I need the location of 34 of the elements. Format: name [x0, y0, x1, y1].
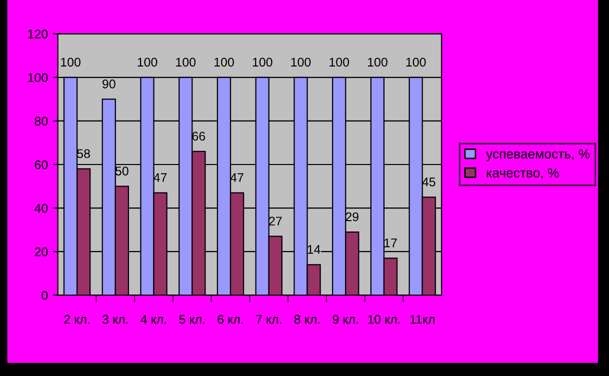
y-tick-label: 20 — [34, 247, 48, 256]
x-tick-label: 5 кл. — [179, 315, 204, 324]
y-tick-label: 0 — [42, 290, 48, 300]
data-label: 100 — [176, 58, 196, 67]
data-label: 100 — [291, 58, 311, 67]
x-tick-label: 3 кл. — [102, 314, 128, 324]
data-label: 90 — [102, 80, 116, 88]
x-tick-label: 2 кл. — [64, 314, 90, 324]
data-label: 100 — [214, 58, 234, 67]
data-label: 100 — [406, 58, 426, 67]
data-label: 100 — [252, 58, 272, 67]
x-tick-label: 4 кл. — [140, 315, 166, 324]
legend-label: качество, % — [486, 168, 559, 180]
x-tick-label: 9 кл. — [332, 314, 358, 324]
data-label: 100 — [138, 58, 158, 67]
y-tick-label: 120 — [28, 30, 48, 38]
y-tick-label: 60 — [34, 160, 48, 170]
x-tick-label: 7 кл. — [256, 315, 282, 324]
data-label: 29 — [346, 212, 358, 222]
data-label: 58 — [77, 149, 90, 158]
x-tick-label: 6 кл. — [218, 314, 243, 324]
y-tick-label: 40 — [34, 204, 48, 213]
y-tick-label: 80 — [34, 116, 48, 126]
x-tick-label: 8 кл. — [294, 314, 320, 324]
x-tick-label: 10 кл. — [368, 314, 400, 324]
data-label: 100 — [61, 58, 80, 67]
data-label: 47 — [230, 173, 244, 182]
data-label: 100 — [368, 58, 388, 67]
data-label: 100 — [330, 58, 350, 67]
data-label: 17 — [384, 238, 397, 248]
data-label: 66 — [192, 132, 206, 141]
y-tick-label: 100 — [28, 73, 48, 82]
x-tick-label: 11кл — [410, 315, 434, 324]
legend-label: успеваемость, % — [486, 149, 590, 162]
